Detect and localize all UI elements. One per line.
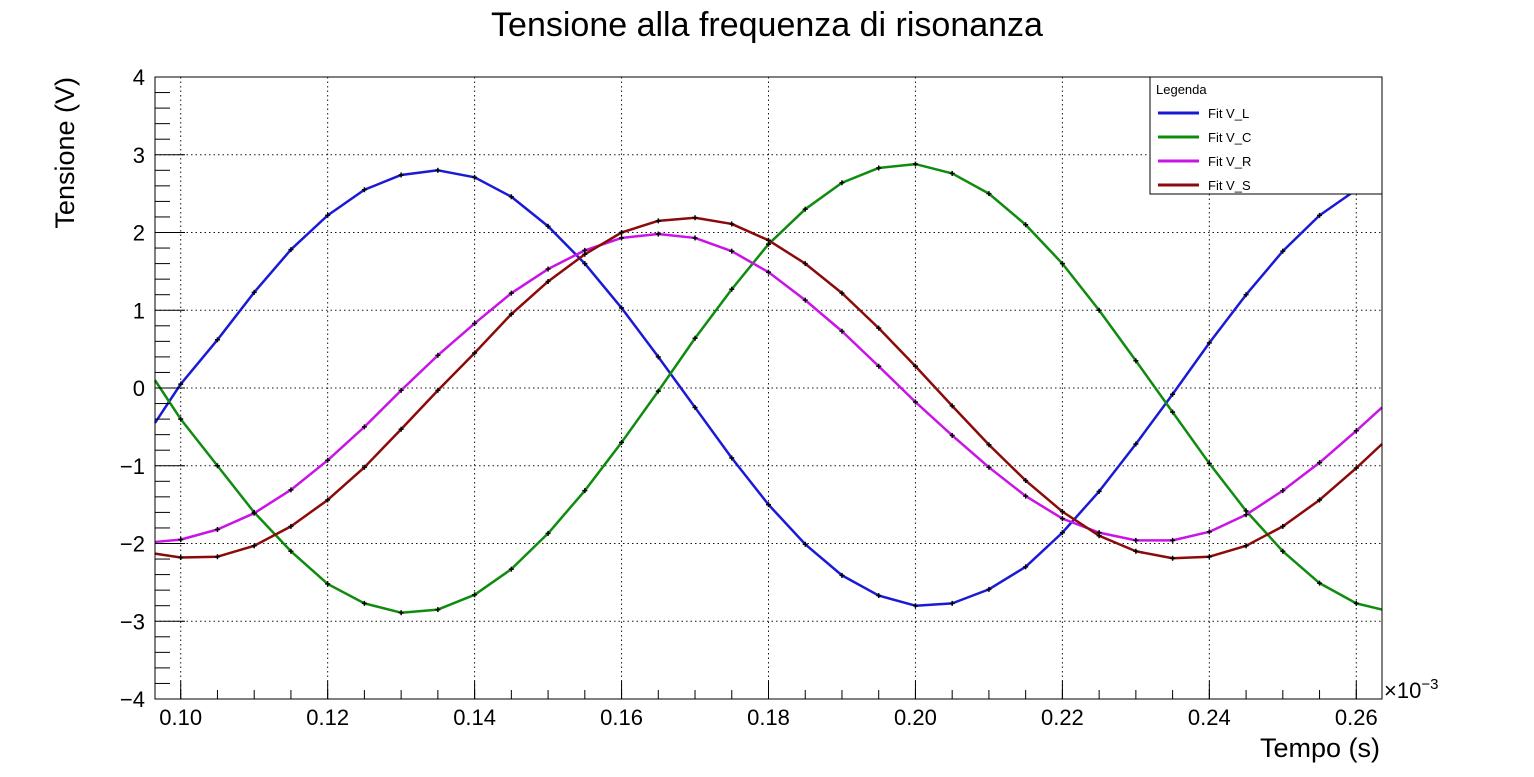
chart-title: Tensione alla frequenza di risonanza [491,6,1043,44]
x-tick-label: 0.26 [1335,705,1378,730]
axes: 0.10 0.12 0.14 0.16 0.18 0.20 0.22 0.24 0.26 −4 −3… [120,65,1378,730]
series-fit-v-s [154,215,1383,561]
y-axis-label: Tensione (V) [50,77,80,229]
y-tick-label: 4 [133,65,145,90]
x-axis-exponent-base: ×10 [1384,678,1421,703]
legend-entry-label: Fit V_L [1208,106,1249,121]
x-tick-label: 0.22 [1041,705,1084,730]
x-axis-exponent-power: −3 [1421,676,1438,693]
x-tick-label: 0.16 [600,705,643,730]
x-tick-label: 0.12 [306,705,349,730]
series-fit-v-r [154,231,1383,544]
x-tick-label: 0.20 [894,705,937,730]
y-tick-label: 0 [133,376,145,401]
legend-entry-label: Fit V_S [1208,178,1251,193]
x-tick-label: 0.24 [1188,705,1231,730]
x-tick-label: 0.14 [453,705,496,730]
y-tick-label: 1 [133,298,145,323]
series-fit-v-c [153,161,1383,616]
legend: Legenda Fit V_L Fit V_C Fit V_R Fit V_S [1149,76,1383,195]
plot-frame [154,76,1383,700]
y-tick-label: −4 [120,687,145,712]
y-tick-label: −1 [120,454,145,479]
y-tick-label: 2 [133,221,145,246]
legend-entries: Fit V_L Fit V_C Fit V_R Fit V_S [1158,106,1251,193]
y-tick-label: −3 [120,609,145,634]
series-fit-v-l [153,167,1383,609]
y-tick-label: 3 [133,143,145,168]
legend-entry-label: Fit V_R [1208,154,1251,169]
y-tick-label: −2 [120,532,145,557]
x-axis-label: Tempo (s) [1260,733,1380,763]
series-lines [153,161,1383,616]
legend-entry-label: Fit V_C [1208,130,1251,145]
legend-title: Legenda [1156,82,1207,97]
x-tick-label: 0.18 [747,705,790,730]
x-axis-exponent: ×10−3 [1384,676,1438,703]
x-tick-label: 0.10 [159,705,202,730]
